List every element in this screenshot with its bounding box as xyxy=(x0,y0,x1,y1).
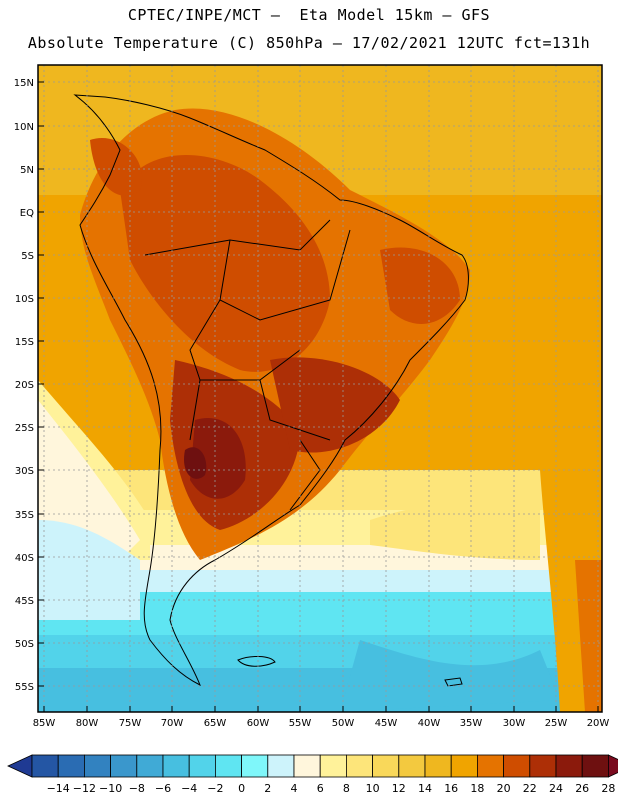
lon-label: 35W xyxy=(460,718,483,729)
legend-swatches xyxy=(7,754,618,778)
legend-label: −14 xyxy=(47,782,70,795)
legend-swatch xyxy=(424,754,452,778)
lon-label: 85W xyxy=(33,718,56,729)
lon-label: 30W xyxy=(503,718,526,729)
lon-label: 55W xyxy=(289,718,312,729)
legend-label: 2 xyxy=(264,782,271,795)
map-frame xyxy=(37,64,603,713)
legend-label: −8 xyxy=(129,782,145,795)
legend-labels: −14 −12 −10 −8 −6 −4 −2 0 2 4 6 8 10 12 14 16 18 20 22 24 26… xyxy=(47,782,616,795)
legend-label: 28 xyxy=(601,782,615,795)
legend-swatch xyxy=(241,754,269,778)
legend-swatch xyxy=(84,754,112,778)
lat-label: 50S xyxy=(15,639,34,650)
lat-label: 45S xyxy=(15,596,34,607)
chart-title-line2: Absolute Temperature (C) 850hPa – 17/02/… xyxy=(27,34,591,52)
legend-label: 22 xyxy=(523,782,537,795)
legend-swatch xyxy=(110,754,138,778)
lon-labels: 85W 80W 75W 70W 65W 60W 55W 50W 45W 40W … xyxy=(33,718,610,729)
legend-swatch xyxy=(214,754,242,778)
legend-label: 12 xyxy=(392,782,406,795)
lat-label: 15N xyxy=(14,78,34,89)
legend-label: 14 xyxy=(418,782,432,795)
temperature-field xyxy=(38,65,602,712)
legend-label: −2 xyxy=(207,782,223,795)
lon-label: 60W xyxy=(247,718,270,729)
lat-label: 25S xyxy=(15,423,34,434)
lat-label: 10S xyxy=(15,294,34,305)
axis-ticks xyxy=(38,81,599,712)
legend-arrow-high xyxy=(608,754,618,778)
temperature-map: 15N 10N 5N EQ 5S 10S 15S 20S 25S 30S 35S… xyxy=(14,64,610,729)
lat-label: 40S xyxy=(15,553,34,564)
lon-label: 65W xyxy=(204,718,227,729)
lat-label: 55S xyxy=(15,682,34,693)
legend-label: 4 xyxy=(291,782,298,795)
legend-swatch xyxy=(188,754,216,778)
lon-label: 80W xyxy=(76,718,99,729)
lon-label: 45W xyxy=(375,718,398,729)
legend-swatch xyxy=(476,754,504,778)
legend-swatch xyxy=(345,754,373,778)
lat-label: 35S xyxy=(15,510,34,521)
legend-swatch xyxy=(267,754,295,778)
legend-swatch xyxy=(503,754,531,778)
legend-label: 24 xyxy=(549,782,563,795)
legend-swatch xyxy=(372,754,400,778)
lon-label: 20W xyxy=(587,718,610,729)
legend-swatch xyxy=(293,754,321,778)
legend-label: 10 xyxy=(366,782,380,795)
legend-label: 26 xyxy=(575,782,589,795)
legend-label: −10 xyxy=(99,782,122,795)
legend-label: 8 xyxy=(343,782,350,795)
legend-label: 18 xyxy=(470,782,484,795)
legend-swatch xyxy=(555,754,583,778)
lon-label: 25W xyxy=(545,718,568,729)
lat-label: 20S xyxy=(15,380,34,391)
legend-swatch xyxy=(57,754,85,778)
legend-swatch xyxy=(398,754,426,778)
lat-label: 5N xyxy=(20,165,34,176)
legend-swatch xyxy=(581,754,609,778)
graticule xyxy=(38,65,602,712)
legend-label: −4 xyxy=(181,782,197,795)
lat-label: 10N xyxy=(14,122,34,133)
lon-label: 50W xyxy=(332,718,355,729)
legend-label: 6 xyxy=(317,782,324,795)
legend-label: 0 xyxy=(238,782,245,795)
legend-swatch xyxy=(319,754,347,778)
color-legend: −14 −12 −10 −8 −6 −4 −2 0 2 4 6 8 10 12 14 16 18 20 22 24 26… xyxy=(7,754,618,795)
legend-label: 20 xyxy=(497,782,511,795)
lon-label: 70W xyxy=(161,718,184,729)
lat-label: 5S xyxy=(21,251,34,262)
legend-swatch xyxy=(136,754,164,778)
chart-title-line1: CPTEC/INPE/MCT – Eta Model 15km – GFS xyxy=(127,6,491,24)
lat-label: 15S xyxy=(15,337,34,348)
legend-swatch xyxy=(450,754,478,778)
lat-label: 30S xyxy=(15,466,34,477)
legend-swatch xyxy=(529,754,557,778)
lon-label: 40W xyxy=(418,718,441,729)
lon-label: 75W xyxy=(119,718,142,729)
coastline-borders xyxy=(73,94,469,687)
lat-labels: 15N 10N 5N EQ 5S 10S 15S 20S 25S 30S 35S… xyxy=(14,78,34,693)
legend-swatch xyxy=(162,754,190,778)
legend-swatch xyxy=(31,754,59,778)
legend-label: −12 xyxy=(73,782,96,795)
legend-label: 16 xyxy=(444,782,458,795)
lat-label: EQ xyxy=(20,208,34,219)
legend-arrow-low xyxy=(7,754,33,778)
legend-label: −6 xyxy=(155,782,171,795)
